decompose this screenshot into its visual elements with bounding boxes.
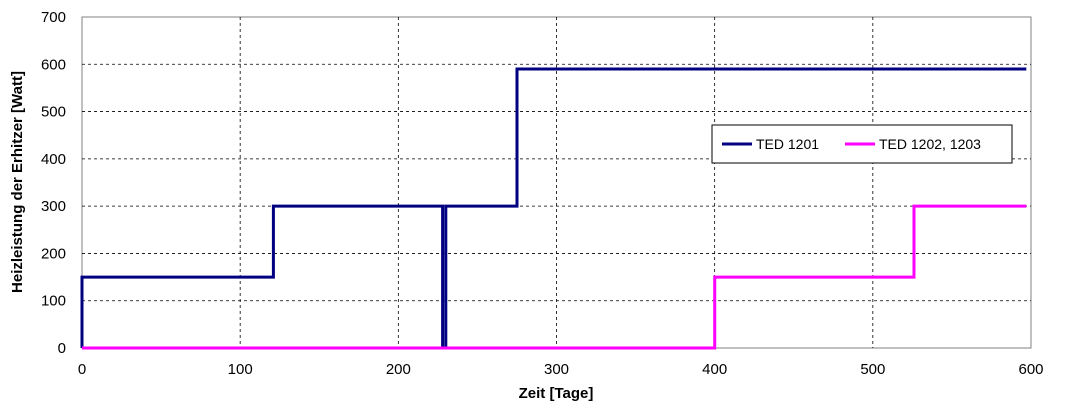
x-tick-label-600: 600 (1018, 361, 1043, 378)
x-axis-title: Zeit [Tage] (519, 385, 594, 402)
legend-label-ted-1201: TED 1201 (756, 136, 819, 152)
y-tick-label-600: 600 (41, 56, 66, 73)
y-tick-label-700: 700 (41, 9, 66, 26)
y-tick-label-200: 200 (41, 245, 66, 262)
y-axis-title: Heizleistung der Erhitzer [Watt] (9, 71, 26, 293)
x-tick-label-300: 300 (544, 361, 569, 378)
x-tick-label-500: 500 (860, 361, 885, 378)
y-tick-label-500: 500 (41, 104, 66, 121)
legend: TED 1201 TED 1202, 1203 (711, 124, 1013, 164)
y-tick-label-400: 400 (41, 151, 66, 168)
y-tick-label-100: 100 (41, 293, 66, 310)
series-line-ted-1202-1203 (82, 204, 1027, 350)
grid (82, 17, 1031, 348)
x-axis-ticks: 0 100 200 300 400 500 600 (78, 361, 1044, 378)
x-tick-label-400: 400 (702, 361, 727, 378)
y-axis-ticks: 0 100 200 300 400 500 600 700 (41, 9, 66, 357)
x-tick-label-200: 200 (386, 361, 411, 378)
legend-label-ted-1202-1203: TED 1202, 1203 (879, 136, 981, 152)
x-tick-label-100: 100 (228, 361, 253, 378)
y-tick-label-0: 0 (58, 340, 66, 357)
x-tick-label-0: 0 (78, 361, 86, 378)
y-tick-label-300: 300 (41, 198, 66, 215)
series-layer (80, 67, 1027, 350)
